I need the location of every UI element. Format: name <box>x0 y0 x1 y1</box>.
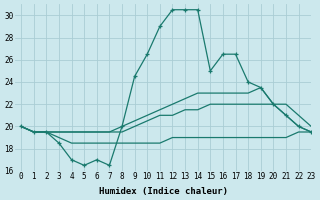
X-axis label: Humidex (Indice chaleur): Humidex (Indice chaleur) <box>99 187 228 196</box>
